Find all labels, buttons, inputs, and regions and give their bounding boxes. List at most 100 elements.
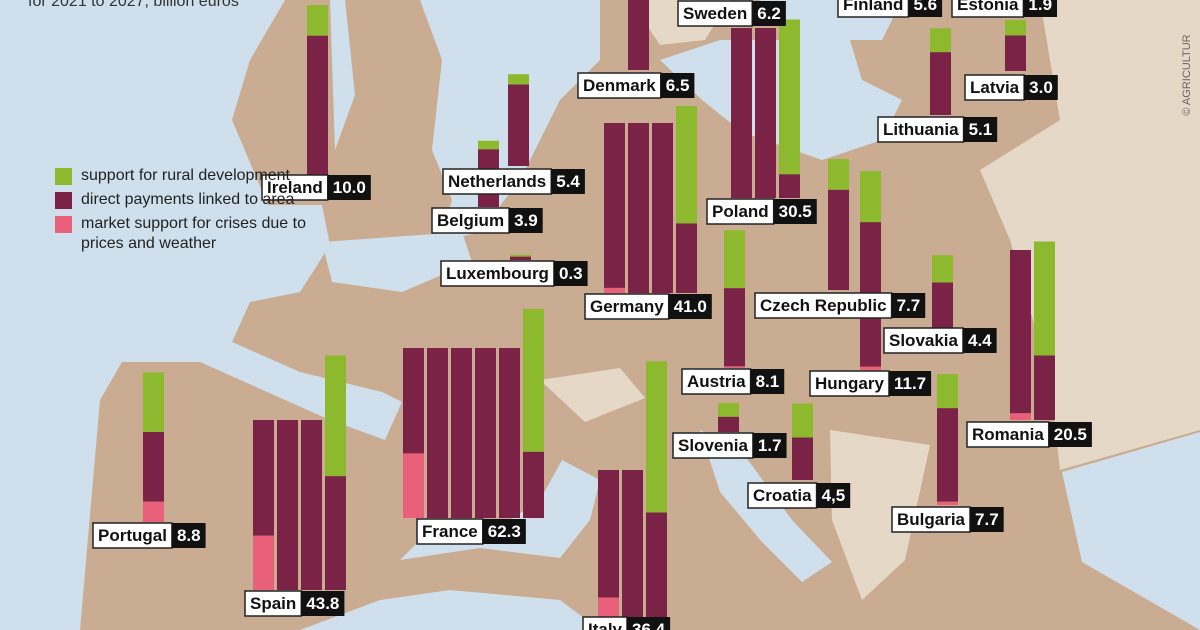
- country-bars: [718, 403, 739, 432]
- country-bars: [932, 255, 953, 330]
- country-label: Ireland 10.0: [261, 174, 371, 201]
- country-total: 41.0: [674, 297, 707, 316]
- bar-segment: [325, 476, 346, 590]
- bar-segment: [143, 501, 164, 522]
- country-label: Czech Republic 7.7: [754, 292, 926, 319]
- value-box: [482, 519, 526, 544]
- name-box: [442, 168, 552, 195]
- country-name: Slovenia: [678, 436, 748, 455]
- country-total: 7.7: [975, 510, 999, 529]
- bar-segment: [510, 256, 531, 260]
- country-name: Sweden: [683, 4, 747, 23]
- bar-segment: [1034, 241, 1055, 356]
- country-total: 62.3: [488, 522, 521, 541]
- credit: © AGRICULTUR: [1181, 34, 1193, 115]
- value-box: [752, 1, 786, 26]
- value-box: [551, 169, 585, 194]
- bar-segment: [937, 408, 958, 502]
- bar-segment: [1010, 413, 1031, 420]
- legend-item: market support for crises due to prices …: [55, 214, 325, 254]
- name-box: [92, 522, 173, 549]
- country-total: 3.9: [514, 211, 538, 230]
- country-total: 6.2: [757, 4, 781, 23]
- country-total: 10.0: [333, 178, 366, 197]
- country-bars: [510, 254, 531, 260]
- value-box: [1024, 75, 1058, 100]
- legend-item: direct payments linked to area: [55, 190, 325, 210]
- country-total: 8.1: [756, 372, 780, 391]
- country-name: Czech Republic: [760, 296, 887, 315]
- country-name: Portugal: [98, 526, 167, 545]
- name-box: [706, 198, 775, 225]
- country-label: Lithuania 5.1: [877, 116, 998, 143]
- country-bars: [508, 74, 529, 166]
- bar-segment: [1010, 250, 1031, 414]
- country-label: Bulgaria 7.7: [891, 506, 1004, 533]
- country-label: Germany 41.0: [584, 293, 712, 320]
- non-eu-land: [540, 0, 1200, 600]
- country-bars: [1005, 20, 1026, 71]
- country-total: 20.5: [1054, 425, 1087, 444]
- value-box: [970, 507, 1004, 532]
- value-box: [963, 117, 998, 142]
- country-label: Poland 30.5: [706, 198, 817, 225]
- name-box: [883, 327, 964, 354]
- country-label: Romania 20.5: [966, 421, 1092, 448]
- bar-segment: [1034, 355, 1055, 420]
- bar-segment: [779, 174, 800, 198]
- bar-segment: [860, 171, 881, 223]
- country-bars: [403, 308, 544, 518]
- country-name: Slovakia: [889, 331, 959, 350]
- legend-label: support for rural development: [81, 167, 290, 184]
- country-label: Luxembourg 0.3: [440, 260, 588, 287]
- country-label: Netherlands 5.4: [442, 168, 585, 195]
- country-name: Italy: [588, 620, 623, 630]
- subtitle: for 2021 to 2027, billion euros: [28, 0, 239, 10]
- country-name: Denmark: [583, 76, 656, 95]
- country-label: Finland 5.6: [837, 0, 943, 18]
- country-bars: [253, 355, 346, 590]
- bar-segment: [932, 255, 953, 283]
- country-bars: [724, 230, 745, 368]
- bar-segment: [724, 288, 745, 367]
- bar-segment: [792, 403, 813, 438]
- country-label: Portugal 8.8: [92, 522, 206, 549]
- country-name: Bulgaria: [897, 510, 966, 529]
- country-name: Latvia: [970, 78, 1020, 97]
- value-box: [750, 369, 785, 394]
- bar-segment: [510, 254, 531, 257]
- bar-segment: [475, 348, 496, 518]
- country-bars: [828, 159, 849, 290]
- country-name: Ireland: [267, 178, 323, 197]
- country-name: Lithuania: [883, 120, 959, 139]
- country-name: France: [422, 522, 478, 541]
- bar-segment: [937, 501, 958, 505]
- country-total: 11.7: [894, 374, 926, 393]
- country-total: 7.7: [897, 296, 921, 315]
- name-box: [966, 421, 1050, 448]
- bar-segment: [523, 308, 544, 452]
- country-label: Italy 36.4: [582, 616, 671, 630]
- legend-label: market support for crises due to prices …: [81, 215, 306, 252]
- name-box: [747, 482, 818, 509]
- country-total: 6.5: [666, 76, 690, 95]
- value-box: [908, 0, 943, 17]
- bar-segment: [937, 374, 958, 409]
- bar-segment: [604, 123, 625, 288]
- country-name: Germany: [590, 297, 664, 316]
- bar-segment: [718, 416, 739, 432]
- country-bars: [731, 19, 800, 198]
- legend-label: direct payments linked to area: [81, 191, 295, 208]
- bar-segment: [604, 287, 625, 293]
- value-box: [301, 591, 345, 616]
- bar-segment: [508, 74, 529, 85]
- bar-segment: [143, 431, 164, 502]
- country-label: Spain 43.8: [244, 590, 345, 617]
- value-box: [171, 523, 206, 548]
- legend: support for rural development direct paym…: [55, 166, 325, 258]
- country-label: Latvia 3.0: [964, 74, 1058, 101]
- country-label: Sweden 6.2: [677, 0, 786, 27]
- country-total: 4.4: [968, 331, 992, 350]
- country-bars: [792, 403, 813, 480]
- bar-segment: [646, 512, 667, 630]
